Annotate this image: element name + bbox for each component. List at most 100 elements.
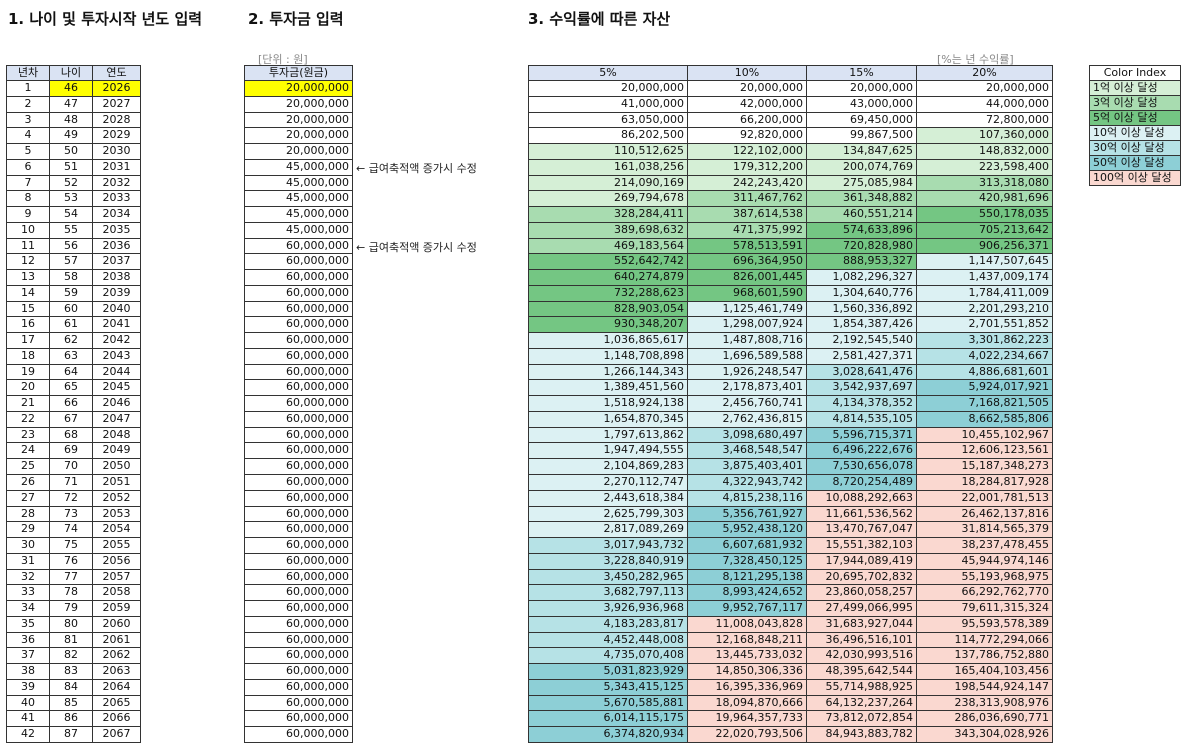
cell: 361,348,882 (806, 190, 917, 208)
cell: 63 (49, 347, 93, 365)
cell: 60,000,000 (244, 552, 353, 570)
cell: 705,213,642 (916, 221, 1053, 239)
cell: 56 (49, 237, 93, 255)
cell: 4 (6, 127, 50, 145)
cell: 110,512,625 (528, 143, 688, 160)
cell: 137,786,752,880 (916, 647, 1053, 665)
cell: 4,134,378,352 (806, 395, 917, 412)
cell: 70 (49, 458, 93, 475)
cell: 2060 (92, 615, 141, 633)
cell: 60,000,000 (244, 363, 353, 381)
cell: 18,284,817,928 (916, 474, 1053, 491)
cell: 60,000,000 (244, 710, 353, 728)
cell: 60,000,000 (244, 332, 353, 349)
cell: 49 (49, 127, 93, 145)
cell: 2056 (92, 552, 141, 570)
cell: 420,981,696 (916, 190, 1053, 208)
cell: 2061 (92, 631, 141, 649)
cell: 60,000,000 (244, 442, 353, 460)
cell: 40 (6, 694, 50, 712)
cell: 16 (6, 316, 50, 334)
cell: 720,828,980 (806, 237, 917, 255)
cell: 55,714,988,925 (806, 678, 917, 696)
cell: 60,000,000 (244, 678, 353, 696)
cell: 36 (6, 631, 50, 649)
cell: 134,847,625 (806, 143, 917, 160)
cell: 60,000,000 (244, 600, 353, 617)
cell: 38 (6, 663, 50, 680)
cell: 15,551,382,103 (806, 537, 917, 554)
cell: 3,926,936,968 (528, 600, 688, 617)
cell: 62 (49, 332, 93, 349)
cell: 42,000,000 (687, 95, 807, 113)
cell: 2030 (92, 143, 141, 160)
cell: 64,132,237,264 (806, 694, 917, 712)
cell: 83 (49, 663, 93, 680)
cell: 20,000,000 (244, 111, 353, 129)
cell: 55 (49, 221, 93, 239)
cell: 84,943,883,782 (806, 726, 917, 743)
cell: 578,513,591 (687, 237, 807, 255)
cell: 8,121,295,138 (687, 568, 807, 586)
cell: 45,000,000 (244, 174, 353, 192)
cell: 63,050,000 (528, 111, 688, 129)
cell: 471,375,992 (687, 221, 807, 239)
cell: 23,860,058,257 (806, 584, 917, 602)
cell: 60,000,000 (244, 237, 353, 255)
cell: 7,530,656,078 (806, 458, 917, 475)
cell: 12,168,848,211 (687, 631, 807, 649)
legend-item: 3억 이상 달성 (1089, 95, 1181, 111)
cell: 1,036,865,617 (528, 332, 688, 349)
cell: 64 (49, 363, 93, 381)
cell: 52 (49, 174, 93, 192)
cell: 5,924,017,921 (916, 379, 1053, 397)
cell: 313,318,080 (916, 174, 1053, 192)
cell: 2057 (92, 568, 141, 586)
cell: 85 (49, 694, 93, 712)
cell: 13 (6, 269, 50, 286)
cell: 19 (6, 363, 50, 381)
cell: 5,343,415,125 (528, 678, 688, 696)
cell: 826,001,445 (687, 269, 807, 286)
cell: 2042 (92, 332, 141, 349)
cell: 20,000,000 (916, 80, 1053, 97)
header-cell: 10% (687, 65, 807, 81)
section-title: 3. 수익률에 따른 자산 (528, 10, 671, 28)
cell: 2037 (92, 253, 141, 271)
cell: 2049 (92, 442, 141, 460)
cell: 5,952,438,120 (687, 521, 807, 539)
cell: 696,364,950 (687, 253, 807, 271)
cell: 60,000,000 (244, 615, 353, 633)
cell: 2,201,293,210 (916, 300, 1053, 318)
cell: 2038 (92, 269, 141, 286)
cell: 3,301,862,223 (916, 332, 1053, 349)
cell: 1,926,248,547 (687, 363, 807, 381)
cell: 2034 (92, 206, 141, 223)
cell: 72 (49, 489, 93, 507)
cell: 54 (49, 206, 93, 223)
cell: 22,020,793,506 (687, 726, 807, 743)
cell: 60,000,000 (244, 316, 353, 334)
cell: 460,551,214 (806, 206, 917, 223)
cell: 2048 (92, 426, 141, 444)
cell: 968,601,590 (687, 284, 807, 302)
cell: 1,518,924,138 (528, 395, 688, 412)
cell: 2044 (92, 363, 141, 381)
cell: 38,237,478,455 (916, 537, 1053, 554)
cell: 8,662,585,806 (916, 410, 1053, 428)
cell: 80 (49, 615, 93, 633)
legend-item: 100억 이상 달성 (1089, 170, 1181, 186)
cell: 242,243,420 (687, 174, 807, 192)
cell: 1,784,411,009 (916, 284, 1053, 302)
header-cell: 15% (806, 65, 917, 81)
cell: 7 (6, 174, 50, 192)
cell: 4,452,448,008 (528, 631, 688, 649)
cell: 930,348,207 (528, 316, 688, 334)
cell: 20,000,000 (806, 80, 917, 97)
cell: 20,000,000 (687, 80, 807, 97)
cell: 29 (6, 521, 50, 539)
cell: 60,000,000 (244, 426, 353, 444)
cell: 14 (6, 284, 50, 302)
cell: 60,000,000 (244, 253, 353, 271)
